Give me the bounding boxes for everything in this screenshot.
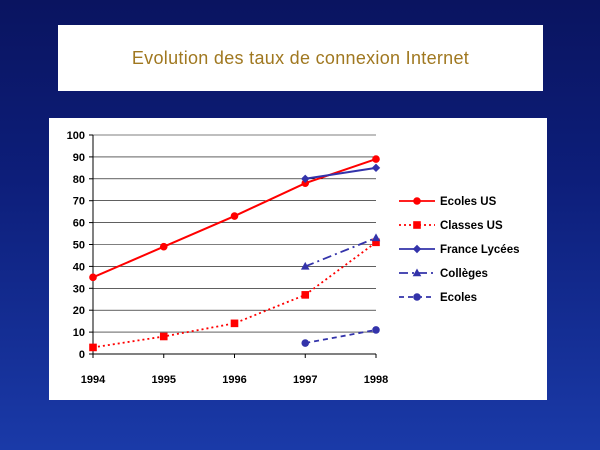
legend-item: Ecoles: [399, 292, 477, 304]
y-tick-label: 80: [73, 174, 85, 186]
x-tick-label: 1995: [152, 374, 176, 386]
series-line: [305, 329, 377, 344]
data-point: [301, 339, 310, 347]
x-tick-label: 1994: [81, 374, 106, 386]
data-point: [89, 343, 97, 352]
y-tick-label: 90: [73, 152, 85, 164]
axes: [89, 134, 377, 358]
legend-label: Ecoles: [440, 292, 477, 304]
chart-panel: 0 10 20 30 40 50 60 70 80 90 100 1994 1995 1996 1997 1…: [49, 118, 547, 400]
title-panel: Evolution des taux de connexion Internet: [58, 25, 543, 91]
data-point: [230, 319, 239, 328]
legend-item: Collèges: [399, 268, 488, 280]
y-tick-label: 10: [73, 327, 85, 339]
y-tick-label: 60: [73, 218, 85, 230]
x-tick-label: 1997: [293, 374, 317, 386]
legend-label: France Lycées: [440, 244, 519, 256]
series-line: [305, 166, 377, 180]
y-tick-label: 20: [73, 305, 85, 317]
legend-marker: [413, 197, 421, 205]
legend-item: France Lycées: [399, 244, 519, 256]
y-tick-label: 100: [67, 130, 85, 142]
series-1: [89, 238, 380, 352]
data-point: [300, 261, 310, 270]
y-tick-label: 30: [73, 283, 85, 295]
x-tick-label: 1998: [364, 374, 388, 386]
chart-title: Evolution des taux de connexion Internet: [131, 47, 470, 68]
legend-marker: [412, 244, 422, 254]
legend-marker: [413, 293, 421, 301]
data-point: [301, 291, 310, 299]
data-point: [159, 332, 168, 341]
data-point: [159, 242, 168, 251]
x-tick-label: 1996: [222, 374, 246, 386]
y-tick-label: 50: [73, 240, 85, 252]
series-line: [304, 237, 377, 268]
data-point: [301, 174, 310, 183]
series-3: [300, 233, 381, 270]
legend-label: Collèges: [440, 268, 488, 280]
grid-lines: [93, 134, 376, 333]
data-point: [301, 179, 310, 187]
data-point: [371, 163, 381, 173]
data-point: [89, 273, 97, 282]
y-tick-labels: 0 10 20 30 40 50 60 70 80 90 100: [67, 130, 85, 361]
data-point: [372, 238, 380, 247]
legend-item: Ecoles US: [399, 196, 497, 208]
legend-label: Ecoles US: [440, 196, 497, 208]
series-2: [301, 163, 381, 183]
y-tick-label: 40: [73, 261, 85, 273]
y-tick-label: 0: [79, 349, 85, 361]
legend-marker: [413, 221, 421, 229]
data-point: [371, 233, 381, 242]
y-tick-label: 70: [73, 196, 85, 208]
data-point: [230, 212, 239, 220]
series-group: [89, 155, 381, 352]
data-point: [372, 326, 380, 334]
legend-label: Classes US: [440, 220, 503, 232]
data-point: [372, 155, 380, 163]
series-4: [301, 326, 380, 347]
legend-item: Classes US: [399, 220, 503, 232]
legend-marker: [412, 268, 422, 277]
x-tick-labels: 1994 1995 1996 1997 1998: [81, 374, 388, 386]
legend: Ecoles US Classes US France Lycées Collèges…: [399, 196, 519, 304]
